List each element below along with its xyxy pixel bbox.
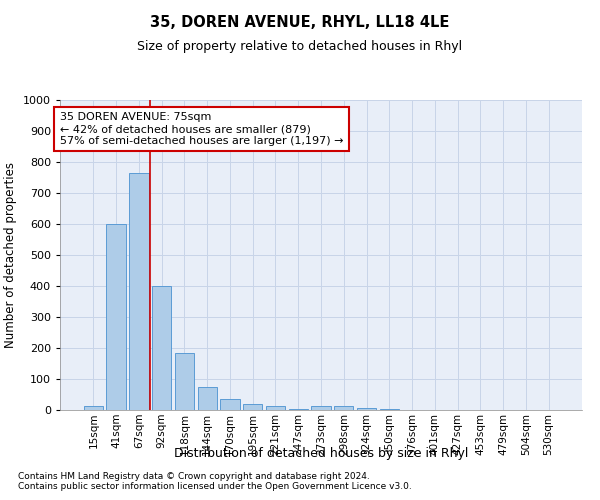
Bar [175, 352, 194, 410]
Bar [106, 224, 126, 410]
Text: Contains public sector information licensed under the Open Government Licence v3: Contains public sector information licen… [18, 482, 412, 491]
Bar [357, 408, 376, 410]
Bar [380, 409, 399, 410]
Bar [197, 387, 217, 410]
Bar [84, 406, 103, 410]
Y-axis label: Number of detached properties: Number of detached properties [4, 162, 17, 348]
Bar [311, 406, 331, 410]
Text: Size of property relative to detached houses in Rhyl: Size of property relative to detached ho… [137, 40, 463, 53]
Text: 35 DOREN AVENUE: 75sqm
← 42% of detached houses are smaller (879)
57% of semi-de: 35 DOREN AVENUE: 75sqm ← 42% of detached… [60, 112, 343, 146]
Bar [266, 406, 285, 410]
Bar [289, 409, 308, 410]
Text: 35, DOREN AVENUE, RHYL, LL18 4LE: 35, DOREN AVENUE, RHYL, LL18 4LE [151, 15, 449, 30]
Bar [129, 173, 149, 410]
Text: Contains HM Land Registry data © Crown copyright and database right 2024.: Contains HM Land Registry data © Crown c… [18, 472, 370, 481]
Bar [152, 286, 172, 410]
Bar [334, 406, 353, 410]
Bar [220, 399, 239, 410]
Bar [243, 404, 262, 410]
Text: Distribution of detached houses by size in Rhyl: Distribution of detached houses by size … [174, 448, 468, 460]
